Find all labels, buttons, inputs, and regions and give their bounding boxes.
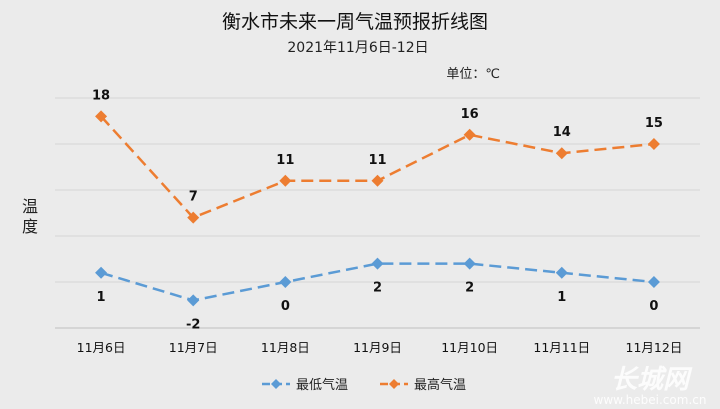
series-layer — [95, 110, 660, 307]
legend: 最低气温 最高气温 — [262, 377, 466, 393]
data-label: 0 — [281, 299, 290, 314]
data-label: 14 — [553, 125, 571, 140]
legend-item-max: 最高气温 — [380, 377, 466, 393]
data-point — [371, 174, 384, 187]
data-label: 0 — [649, 299, 658, 314]
data-label: 1 — [557, 290, 566, 305]
data-point — [463, 128, 476, 141]
x-tick-label: 11月10日 — [441, 340, 498, 355]
y-axis-label-char-1: 温 — [22, 197, 38, 216]
data-point — [555, 266, 568, 279]
data-point — [187, 211, 200, 224]
x-tick-label: 11月12日 — [626, 340, 683, 355]
data-point — [555, 147, 568, 160]
y-axis-label-char-2: 度 — [22, 217, 38, 236]
data-label: 2 — [465, 281, 474, 296]
data-label: 1 — [97, 290, 106, 305]
data-label: 16 — [461, 107, 479, 122]
data-label: 2 — [373, 281, 382, 296]
watermark-logo-text: 长城网 — [611, 365, 693, 395]
data-point — [95, 266, 108, 279]
x-tick-label: 11月6日 — [77, 340, 126, 355]
data-point — [279, 276, 292, 288]
unit-label: 单位：℃ — [446, 67, 500, 82]
legend-item-min: 最低气温 — [262, 377, 348, 393]
data-point — [463, 257, 476, 270]
gridlines — [55, 97, 700, 329]
data-point — [95, 110, 108, 123]
data-point — [371, 257, 384, 270]
data-label: -2 — [186, 317, 200, 332]
data-label: 18 — [92, 88, 110, 103]
data-point — [647, 138, 660, 150]
watermark-url: www.hebei.com.cn — [594, 393, 707, 407]
chart-title: 衡水市未来一周气温预报折线图 — [222, 11, 488, 33]
x-tick-label: 11月7日 — [169, 340, 218, 355]
x-tick-label: 11月11日 — [533, 340, 590, 355]
data-label: 11 — [276, 153, 294, 168]
x-axis-ticks: 11月6日 11月7日 11月8日 11月9日 11月10日 11月11日 11月12日 — [77, 340, 683, 355]
legend-label: 最低气温 — [296, 377, 348, 393]
chart-subtitle: 2021年11月6日-12日 — [287, 40, 428, 56]
data-labels: 1 -2 0 2 2 1 0 18 7 11 11 16 14 15 — [92, 88, 663, 332]
legend-marker — [389, 379, 399, 389]
legend-label: 最高气温 — [414, 377, 466, 393]
legend-marker — [271, 379, 281, 389]
x-tick-label: 11月8日 — [261, 340, 310, 355]
data-point — [279, 174, 292, 187]
data-label: 11 — [368, 153, 386, 168]
data-label: 7 — [189, 190, 198, 205]
watermark: 长城网 www.hebei.com.cn — [594, 365, 707, 407]
data-label: 15 — [645, 116, 663, 131]
data-point — [647, 276, 660, 288]
data-point — [187, 294, 200, 307]
x-tick-label: 11月9日 — [353, 340, 402, 355]
